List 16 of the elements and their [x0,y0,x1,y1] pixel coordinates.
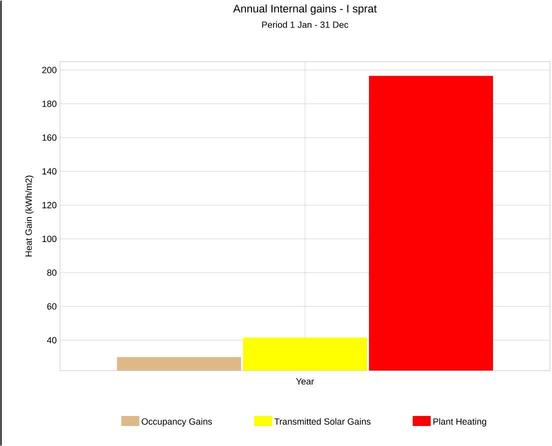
legend-label: Occupancy Gains [142,418,212,426]
y-tick-label: 80 [47,269,56,276]
y-tick-label: 60 [47,303,56,310]
y-tick-label: 140 [42,168,56,174]
x-tick-label: Year [296,378,314,384]
legend-label: Transmitted Solar Gains [274,418,371,425]
y-tick-label: 200 [42,66,56,74]
y-axis-title: Heat Gain (kWh/m2) [25,176,34,256]
y-tick-label: 40 [47,336,56,344]
chart-title: Annual Internal gains - I sprat [233,4,377,15]
legend-label: Plant Heating [433,418,486,426]
y-tick-label: 120 [42,202,56,208]
y-tick-label: 180 [42,100,56,107]
y-tick-label: 160 [42,134,56,141]
chart-subtitle: Period 1 Jan - 31 Dec [262,21,348,28]
y-tick-label: 100 [42,236,56,242]
